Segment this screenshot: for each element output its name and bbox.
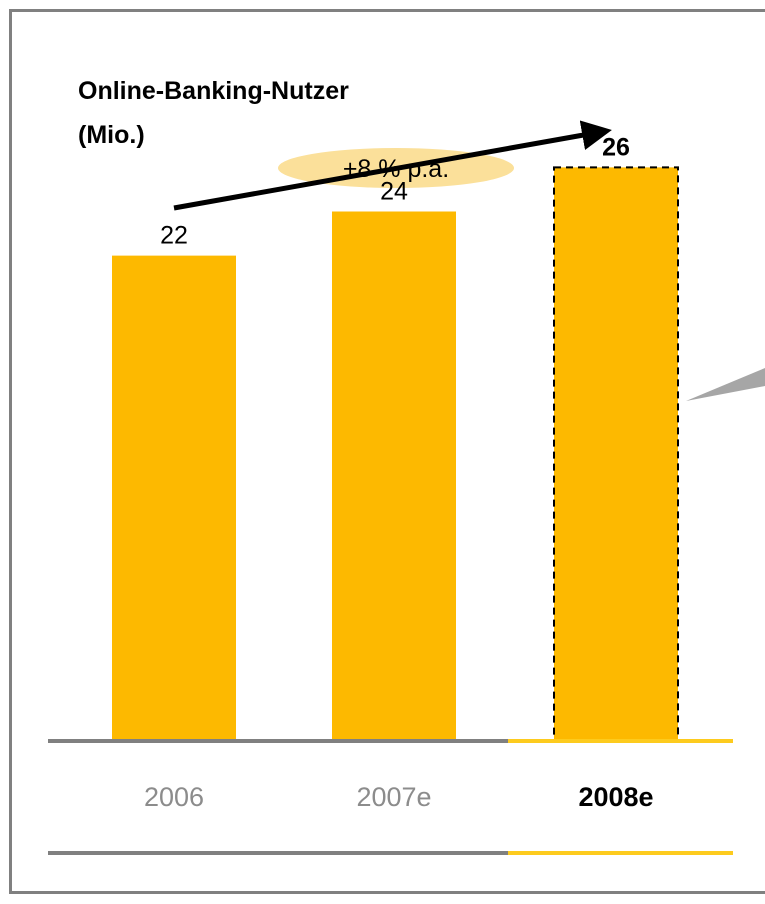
category-label-2007e: 2007e [356,782,431,812]
bars-group [112,166,679,742]
trend-arrow-icon [173,120,612,211]
growth-label: +8 % p.a. [343,155,449,183]
value-labels-group: 22 24 26 [160,133,630,249]
category-label-2006: 2006 [144,782,204,812]
chart-unit: (Mio.) [78,121,145,149]
callout-pointer-icon [686,368,765,401]
category-labels-group: 2006 2007e 2008e [144,782,654,812]
category-label-2008e: 2008e [578,782,653,812]
bar-2006 [112,255,236,741]
value-label-2008e: 26 [602,133,630,161]
bar-2008e [553,166,679,742]
value-label-2007e: 24 [380,178,408,206]
bar-2007e [332,211,456,741]
chart-title: Online-Banking-Nutzer [78,77,349,105]
value-label-2006: 22 [160,222,188,250]
